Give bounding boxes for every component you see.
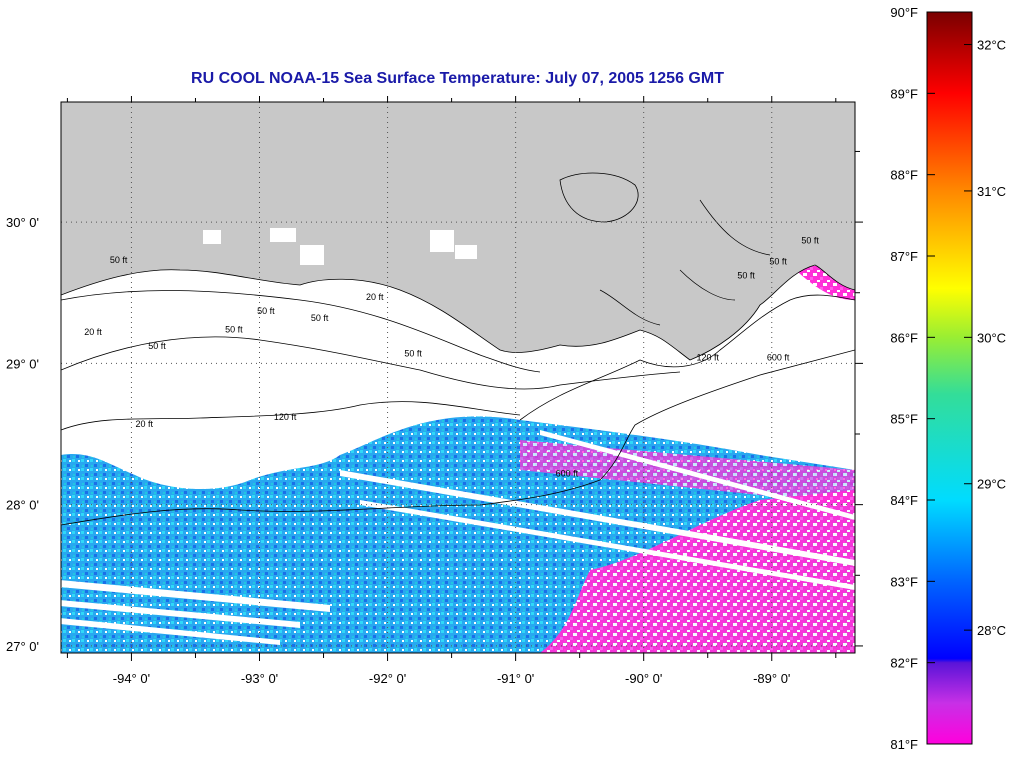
lat-tick-label: 29° 0' — [6, 356, 39, 371]
colorbar-f-label: 82°F — [890, 656, 918, 671]
lon-tick-label: -90° 0' — [625, 671, 662, 686]
colorbar-c-label: 32°C — [977, 38, 1006, 53]
sst-scan-gaps — [61, 430, 855, 645]
contour-20ft — [61, 290, 541, 373]
bathymetry-contours — [61, 290, 855, 526]
contour-label: 50 ft — [737, 271, 755, 281]
contour-label: 20 ft — [366, 292, 384, 302]
contour-label: 20 ft — [84, 327, 102, 337]
lon-tick-label: -89° 0' — [753, 671, 790, 686]
colorbar-c-label: 28°C — [977, 623, 1006, 638]
colorbar-f-label: 86°F — [890, 330, 918, 345]
colorbar-f-label: 89°F — [890, 86, 918, 101]
colorbar-fahrenheit-labels: 90°F 89°F 88°F 87°F 86°F 85°F 84°F 83°F 82°F 81°F — [890, 5, 935, 752]
contour-label: 50 ft — [257, 306, 275, 316]
lat-tick-label: 27° 0' — [6, 639, 39, 654]
colorbar-f-label: 88°F — [890, 168, 918, 183]
map-axes: -94° 0' -93° 0' -92° 0' -91° 0' -90° 0' -89° … — [6, 96, 863, 686]
sst-cool-coverage-south — [540, 490, 855, 653]
contour-600ft — [61, 349, 855, 526]
colorbar-c-label: 29°C — [977, 477, 1006, 492]
land-mass — [61, 102, 855, 361]
colorbar-celsius-labels: 32°C31°C30°C29°C28°C27°C — [964, 38, 1006, 638]
colorbar: 90°F 89°F 88°F 87°F 86°F 85°F 84°F 83°F 82°F 81°F… — [890, 5, 1006, 752]
contour-label: 50 ft — [801, 235, 819, 245]
contour-50ft — [61, 336, 681, 390]
colorbar-f-label: 87°F — [890, 249, 918, 264]
contour-label: 120 ft — [696, 353, 719, 363]
colorbar-f-label: 84°F — [890, 493, 918, 508]
colorbar-f-label: 85°F — [890, 412, 918, 427]
contour-label: 50 ft — [148, 341, 166, 351]
contour-label: 50 ft — [404, 348, 422, 358]
contour-label: 600 ft — [556, 468, 579, 478]
contour-labels: 50 ft 50 ft 50 ft 50 ft 50 ft 50 ft 20 ft 20 ft… — [84, 235, 819, 478]
lon-tick-label: -93° 0' — [241, 671, 278, 686]
lon-tick-label: -92° 0' — [369, 671, 406, 686]
contour-label: 600 ft — [767, 353, 790, 363]
lat-tick-label: 30° 0' — [6, 215, 39, 230]
contour-label: 120 ft — [274, 412, 297, 422]
inland-lakes — [203, 228, 477, 265]
coastal-detail — [559, 172, 771, 326]
lon-tick-label: -94° 0' — [113, 671, 150, 686]
contour-label: 50 ft — [225, 324, 243, 334]
colorbar-f-label: 83°F — [890, 574, 918, 589]
lat-tick-label: 28° 0' — [6, 498, 39, 513]
contour-label: 50 ft — [769, 256, 787, 266]
contour-label: 50 ft — [311, 313, 329, 323]
lon-tick-label: -91° 0' — [497, 671, 534, 686]
map-title: RU COOL NOAA-15 Sea Surface Temperature:… — [191, 70, 724, 87]
colorbar-c-label: 30°C — [977, 330, 1006, 345]
colorbar-f-label: 90°F — [890, 5, 918, 20]
map-frame — [60, 101, 856, 654]
lat-lon-grid — [61, 102, 855, 653]
colorbar-f-label: 81°F — [890, 737, 918, 752]
colorbar-c-label: 31°C — [977, 184, 1006, 199]
contour-120ft — [61, 401, 521, 431]
map-area: -94° 0' -93° 0' -92° 0' -91° 0' -90° 0' -89° … — [6, 96, 863, 686]
contour-label: 50 ft — [110, 255, 128, 265]
colorbar-ramp — [926, 11, 973, 745]
contour-label: 20 ft — [135, 419, 153, 429]
